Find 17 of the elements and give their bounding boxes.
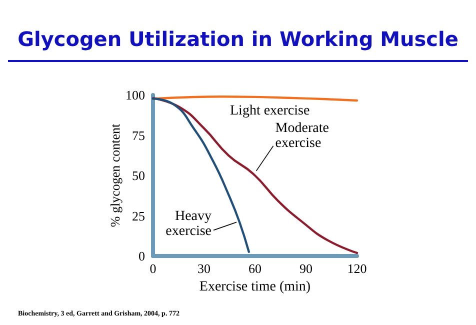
x-tick-label: 120	[347, 261, 367, 276]
x-tick-label: 0	[150, 261, 156, 276]
annotation: Heavy exercise	[166, 209, 212, 240]
annotation: Light exercise	[230, 103, 310, 118]
x-tick-label: 90	[300, 261, 312, 276]
y-tick-label: 50	[132, 168, 145, 183]
y-axis-title: % glycogen content	[108, 123, 123, 228]
chart-title: Glycogen Utilization in Working Muscle	[18, 27, 458, 51]
x-tick-label: 30	[198, 261, 210, 276]
line-series	[152, 97, 358, 254]
x-axis-title: Exercise time (min)	[199, 279, 311, 294]
annotation: Moderate exercise	[275, 120, 329, 151]
x-tick-label: 60	[248, 261, 262, 276]
y-tick-label: 75	[132, 128, 145, 143]
y-tick-label: 25	[132, 208, 145, 224]
y-tick-label: 100	[126, 88, 145, 102]
y-tick-label: 0	[138, 248, 145, 264]
